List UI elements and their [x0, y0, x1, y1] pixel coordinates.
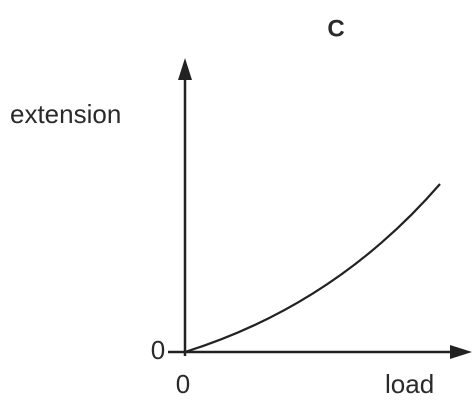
curve: [184, 183, 441, 354]
y-origin-label: 0: [151, 335, 165, 365]
title: C: [327, 15, 344, 42]
y-axis-label: extension: [10, 99, 121, 129]
x-axis-label: load: [385, 369, 434, 399]
x-axis-arrow: [450, 345, 472, 359]
y-axis-arrow: [178, 58, 192, 80]
x-origin-label: 0: [176, 369, 190, 399]
